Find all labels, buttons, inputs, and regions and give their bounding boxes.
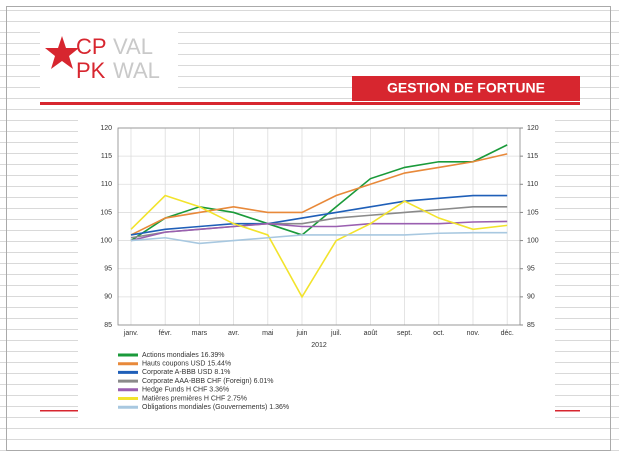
legend-label: Corporate AAA-BBB CHF (Foreign) 6.01% (142, 378, 274, 385)
y2-tick-label: 90 (527, 294, 535, 301)
series-line (130, 153, 508, 236)
y2-tick-label: 85 (527, 322, 535, 329)
y-tick-label: 85 (104, 322, 112, 329)
x-tick-label: déc. (501, 330, 514, 337)
y-tick-label: 120 (100, 125, 112, 132)
x-tick-label: mars (192, 330, 208, 337)
plot-frame (117, 127, 521, 326)
legend-label: Matières premières H CHF 2.75% (142, 395, 247, 402)
logo-text: WAL (113, 58, 160, 83)
logo-text: PK (76, 58, 106, 83)
x-tick-label: mai (262, 330, 274, 337)
y2-tick-label: 105 (527, 209, 539, 216)
series-line (130, 194, 508, 236)
x-tick-label: oct. (433, 330, 444, 337)
logo-star (45, 36, 79, 69)
y-tick-label: 105 (100, 209, 112, 216)
slide-title: GESTION DE FORTUNE (387, 80, 545, 96)
footer-rule (555, 410, 580, 412)
y2-tick-label: 115 (527, 153, 538, 160)
x-tick-label: sept. (397, 330, 412, 337)
y2-tick-label: 120 (527, 125, 539, 132)
y-tick-label: 100 (100, 237, 112, 244)
slide-frame (6, 6, 611, 451)
y-tick-label: 115 (101, 153, 112, 160)
footer-rule (40, 410, 78, 412)
y2-tick-label: 100 (527, 237, 539, 244)
x-tick-label: août (364, 330, 378, 337)
series-line (130, 231, 508, 245)
title-rule (40, 102, 580, 105)
y2-tick-label: 110 (527, 181, 538, 188)
legend-label: Hedge Funds H CHF 3.36% (142, 387, 229, 394)
x-tick-label: janv. (123, 330, 138, 337)
title-banner (352, 76, 580, 101)
x-tick-label: nov. (467, 330, 480, 337)
legend-label: Actions mondiales 16.39% (142, 352, 225, 359)
y-tick-label: 110 (101, 181, 112, 188)
legend-label: Obligations mondiales (Gouvernements) 1.… (142, 404, 289, 411)
x-tick-label: févr. (159, 330, 172, 337)
series-line (130, 194, 508, 299)
x-axis-label: 2012 (311, 342, 327, 349)
x-tick-label: avr. (228, 330, 239, 337)
logo-text: VAL (113, 34, 153, 59)
y-tick-label: 90 (104, 294, 112, 301)
logo-text: CP (76, 34, 107, 59)
y-tick-label: 95 (104, 266, 112, 273)
legend-label: Corporate A-BBB USD 8.1% (142, 369, 230, 376)
y2-tick-label: 95 (527, 266, 535, 273)
x-tick-label: juin (296, 330, 308, 337)
x-tick-label: juil. (330, 330, 342, 337)
legend-label: Hauts coupons USD 15.44% (142, 361, 231, 368)
series-line (130, 220, 508, 242)
